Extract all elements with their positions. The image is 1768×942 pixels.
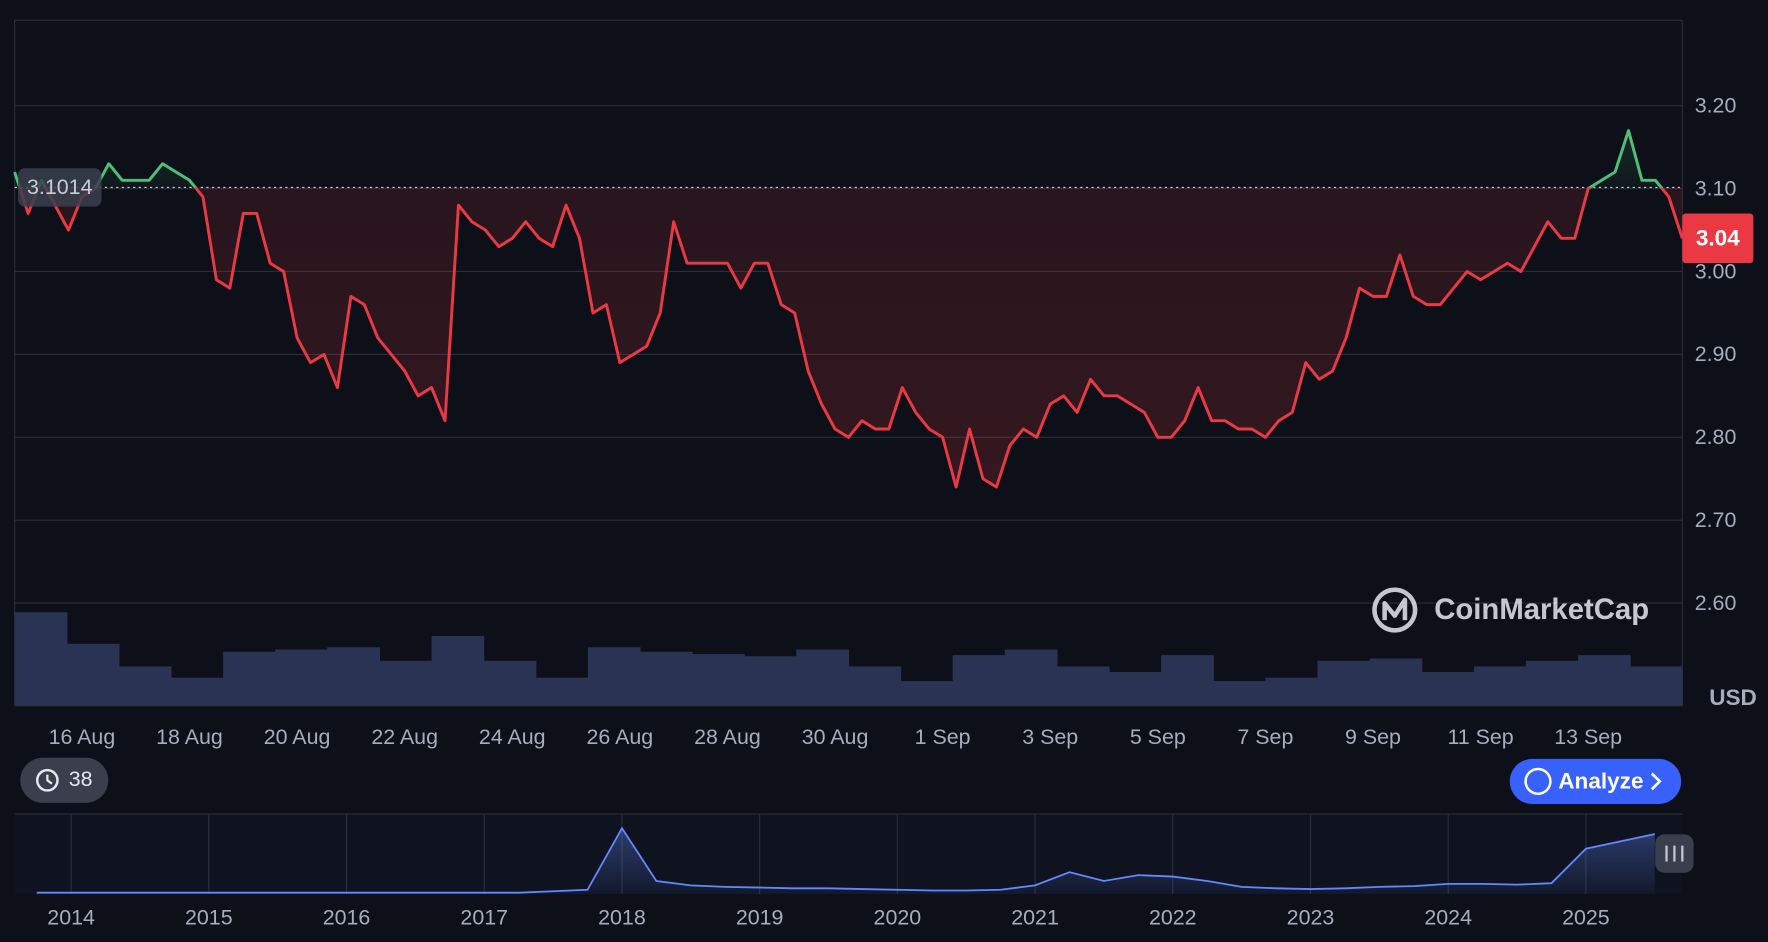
x-tick-label: 24 Aug [479,725,546,749]
x-tick-label: 5 Sep [1130,725,1186,749]
volume-bar [1630,666,1683,706]
y-tick-label: 2.90 [1695,342,1737,366]
volume-bar [1369,658,1423,706]
volume-bar [692,654,745,706]
x-tick-label: 3 Sep [1022,725,1078,749]
button-bg [1509,758,1682,804]
volume-bar [1525,660,1579,706]
analyze-button[interactable]: Analyze [1509,758,1682,804]
volume-bar [535,677,589,706]
watermark-text: CoinMarketCap [1434,593,1649,626]
x-tick-label: 28 Aug [694,725,761,749]
baseline-label-bg [18,168,102,207]
volume-bar [223,651,276,706]
x-tick-label: 13 Sep [1554,725,1622,749]
history-icon [46,774,53,785]
volume-bar [379,660,433,706]
history-count: 38 [69,767,93,791]
volume-bar [1317,660,1371,706]
navigator-layer: 2014 2015 2016 2017 2018 2019 2020 2021 2022 2023… [36,814,1655,930]
volume-bar [1004,649,1058,706]
volume-bar [952,655,1006,706]
history-badge[interactable]: 38 [20,757,109,803]
nav-tick-label: 2021 [1011,906,1059,930]
nav-tick-label: 2016 [323,906,371,930]
volume-bar [66,643,120,706]
volume-bar [1161,655,1214,706]
x-tick-label: 16 Aug [49,725,116,749]
nav-tick-label: 2020 [874,906,922,930]
y-tick-label: 3.00 [1695,259,1737,283]
volume-bar [1109,672,1162,706]
nav-area [36,828,1655,895]
nav-tick-label: 2023 [1287,906,1335,930]
x-tick-label: 18 Aug [156,725,223,749]
watermark: CoinMarketCap [1372,587,1649,633]
volume-bar [900,681,954,706]
handle-grip [1665,845,1684,862]
volume-bar [327,647,381,706]
volume-layer [14,612,1683,706]
nav-tick-label: 2022 [1149,906,1197,930]
navigator-bg [14,814,1683,895]
nav-line [36,826,1655,894]
grid-layer: 2.60 2.70 2.80 2.90 3.00 3.10 3.20 16 Aug 18 Aug… [14,93,1737,749]
y-tick-label: 2.60 [1695,591,1737,615]
price-area [14,130,1683,488]
x-tick-label: 9 Sep [1345,725,1401,749]
volume-bar [483,660,537,706]
last-price-bg [1682,213,1754,264]
nav-tick-label: 2025 [1562,906,1610,930]
x-tick-label: 1 Sep [915,725,971,749]
nav-tick-label: 2018 [598,906,646,930]
y-tick-label: 2.80 [1695,425,1737,449]
y-tick-label: 3.20 [1695,93,1737,117]
history-icon [35,768,59,792]
nav-tick-label: 2015 [185,906,233,930]
button-label: Analyze [1558,768,1643,793]
volume-bar [1421,672,1475,706]
volume-bar [14,612,68,706]
chevron [1650,772,1662,791]
x-tick-label: 11 Sep [1447,725,1513,749]
nav-tick-label: 2014 [47,906,95,930]
nav-tick-label: 2019 [736,906,784,930]
volume-bar [431,635,485,706]
volume-bar [118,666,172,706]
volume-bar [848,666,902,706]
price-layer: 3.1014 3.04 [13,129,1754,489]
x-tick-label: 7 Sep [1237,725,1293,749]
volume-bar [796,649,850,706]
nav-tick-label: 2017 [460,906,508,930]
volume-bar [275,649,328,706]
y-axis-label: USD [1709,685,1757,710]
last-price-label: 3.04 [1696,225,1740,250]
x-tick-label: 22 Aug [371,725,438,749]
nav-tick-label: 2024 [1424,906,1472,930]
x-tick-label: 26 Aug [587,725,654,749]
volume-bar [587,647,641,706]
x-tick-label: 30 Aug [802,725,869,749]
x-tick-label: 20 Aug [264,725,331,749]
badge-bg [20,757,109,803]
volume-bar [640,651,693,706]
y-tick-label: 3.10 [1695,176,1737,200]
price-line [13,129,1684,489]
volume-bar [1473,666,1527,706]
volume-bar [1265,677,1319,706]
volume-bar [1056,666,1110,706]
navigator-handle[interactable] [1655,834,1694,873]
volume-bar [171,677,224,706]
baseline-label: 3.1014 [27,175,93,199]
volume-bar [744,656,797,706]
button-icon [1524,767,1552,796]
volume-bar [1213,681,1266,706]
y-tick-label: 2.70 [1695,508,1737,532]
volume-bar [1578,655,1631,706]
